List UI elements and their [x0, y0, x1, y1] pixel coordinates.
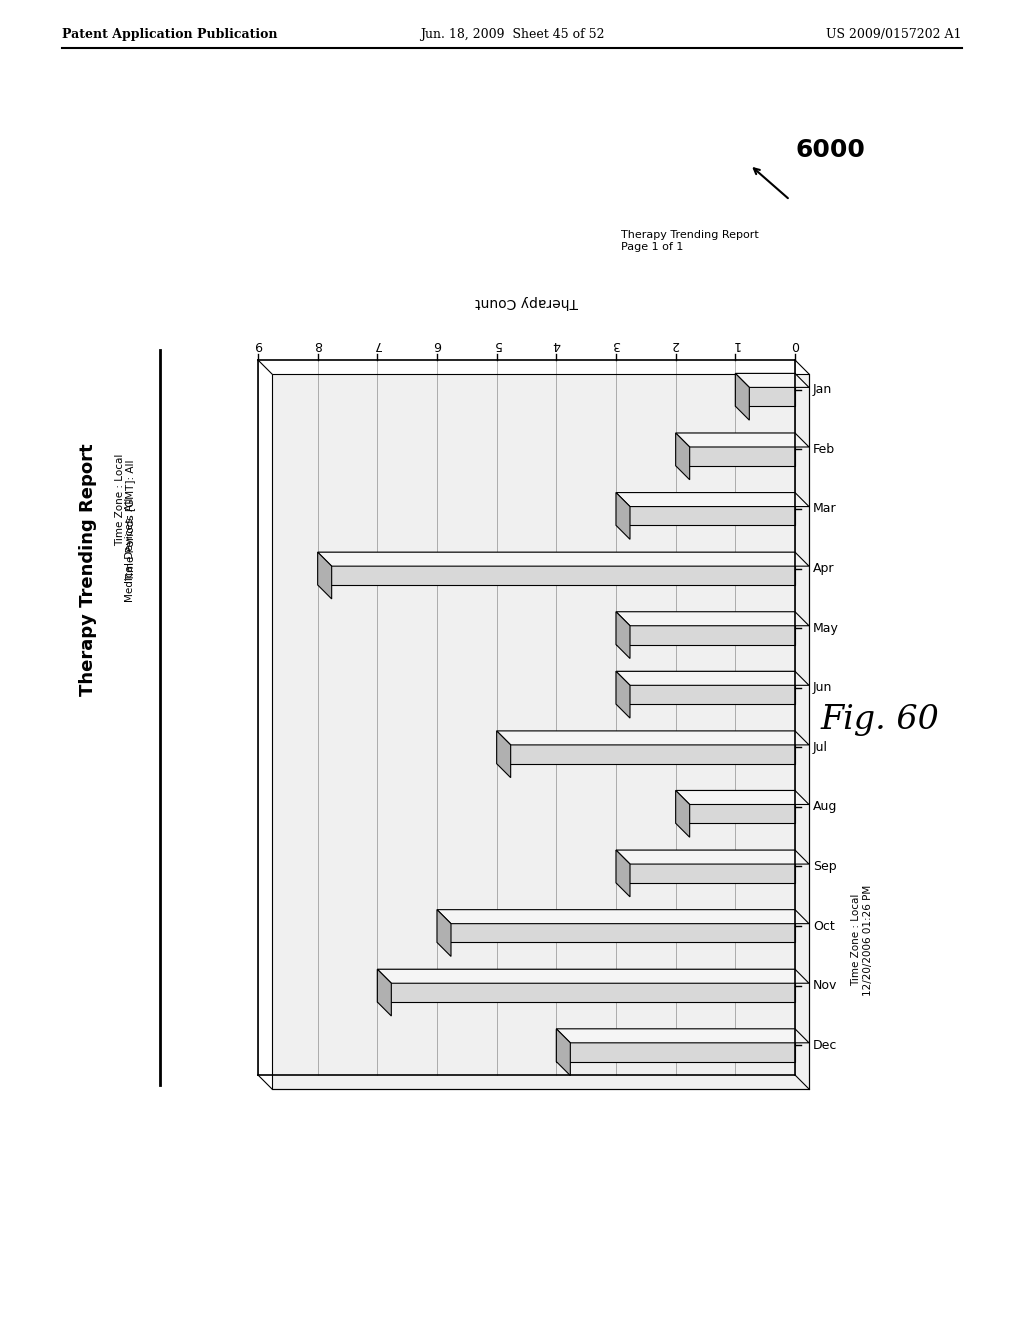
Text: 0: 0	[791, 338, 799, 351]
Polygon shape	[437, 909, 809, 924]
Text: Jul: Jul	[813, 741, 828, 754]
Text: Time Zone : Local
12/20/2006 01:26 PM: Time Zone : Local 12/20/2006 01:26 PM	[851, 884, 872, 995]
Polygon shape	[556, 1028, 795, 1061]
Polygon shape	[437, 909, 451, 957]
Polygon shape	[317, 552, 332, 599]
Polygon shape	[676, 791, 809, 804]
Polygon shape	[616, 492, 795, 525]
Text: Fig. 60: Fig. 60	[820, 704, 939, 737]
Text: 5: 5	[493, 338, 501, 351]
Polygon shape	[735, 374, 795, 407]
Text: 4: 4	[552, 338, 560, 351]
Text: Mar: Mar	[813, 503, 837, 515]
Polygon shape	[676, 433, 809, 447]
Text: 9: 9	[254, 338, 262, 351]
Bar	[272, 374, 809, 1089]
Polygon shape	[377, 969, 391, 1016]
Polygon shape	[437, 909, 795, 942]
Polygon shape	[616, 850, 809, 865]
Text: May: May	[813, 622, 839, 635]
Polygon shape	[735, 374, 809, 387]
Text: Jun. 18, 2009  Sheet 45 of 52: Jun. 18, 2009 Sheet 45 of 52	[420, 28, 604, 41]
Text: 1: 1	[731, 338, 739, 351]
Polygon shape	[616, 850, 795, 883]
Polygon shape	[676, 433, 690, 479]
Polygon shape	[616, 672, 795, 704]
Polygon shape	[616, 850, 630, 896]
Polygon shape	[616, 492, 630, 540]
Polygon shape	[497, 731, 511, 777]
Polygon shape	[317, 552, 795, 585]
Text: Therapy Trending Report: Therapy Trending Report	[79, 444, 97, 697]
Text: Feb: Feb	[813, 444, 836, 455]
Text: Apr: Apr	[813, 562, 835, 576]
Text: Time Periods [GMT]: All: Time Periods [GMT]: All	[125, 459, 135, 581]
Text: Nov: Nov	[813, 979, 838, 993]
Polygon shape	[556, 1028, 809, 1043]
Polygon shape	[676, 791, 795, 824]
Polygon shape	[616, 492, 809, 507]
Polygon shape	[616, 611, 795, 644]
Polygon shape	[377, 969, 795, 1002]
Text: Sep: Sep	[813, 859, 837, 873]
Polygon shape	[616, 611, 809, 626]
Text: 6000: 6000	[795, 139, 865, 162]
Text: 6: 6	[433, 338, 441, 351]
Polygon shape	[497, 731, 795, 764]
Text: 2: 2	[672, 338, 680, 351]
Text: US 2009/0157202 A1: US 2009/0157202 A1	[826, 28, 962, 41]
Text: Dec: Dec	[813, 1039, 838, 1052]
Text: Therapy Trending Report
Page 1 of 1: Therapy Trending Report Page 1 of 1	[622, 230, 759, 252]
Text: Therapy Count: Therapy Count	[475, 294, 578, 309]
Text: 8: 8	[313, 338, 322, 351]
Text: Jan: Jan	[813, 383, 833, 396]
Text: 7: 7	[374, 338, 381, 351]
Polygon shape	[616, 672, 809, 685]
Polygon shape	[556, 1028, 570, 1076]
Polygon shape	[676, 791, 690, 837]
Polygon shape	[676, 433, 795, 466]
Text: Medical Devices: All: Medical Devices: All	[125, 498, 135, 602]
Polygon shape	[616, 672, 630, 718]
Polygon shape	[735, 374, 750, 420]
Polygon shape	[616, 611, 630, 659]
Text: Oct: Oct	[813, 920, 835, 932]
Text: 3: 3	[612, 338, 620, 351]
Text: Patent Application Publication: Patent Application Publication	[62, 28, 278, 41]
Text: Time Zone : Local: Time Zone : Local	[115, 454, 125, 546]
Polygon shape	[317, 552, 809, 566]
Polygon shape	[497, 731, 809, 744]
Polygon shape	[377, 969, 809, 983]
Text: Jun: Jun	[813, 681, 833, 694]
Text: Aug: Aug	[813, 800, 838, 813]
